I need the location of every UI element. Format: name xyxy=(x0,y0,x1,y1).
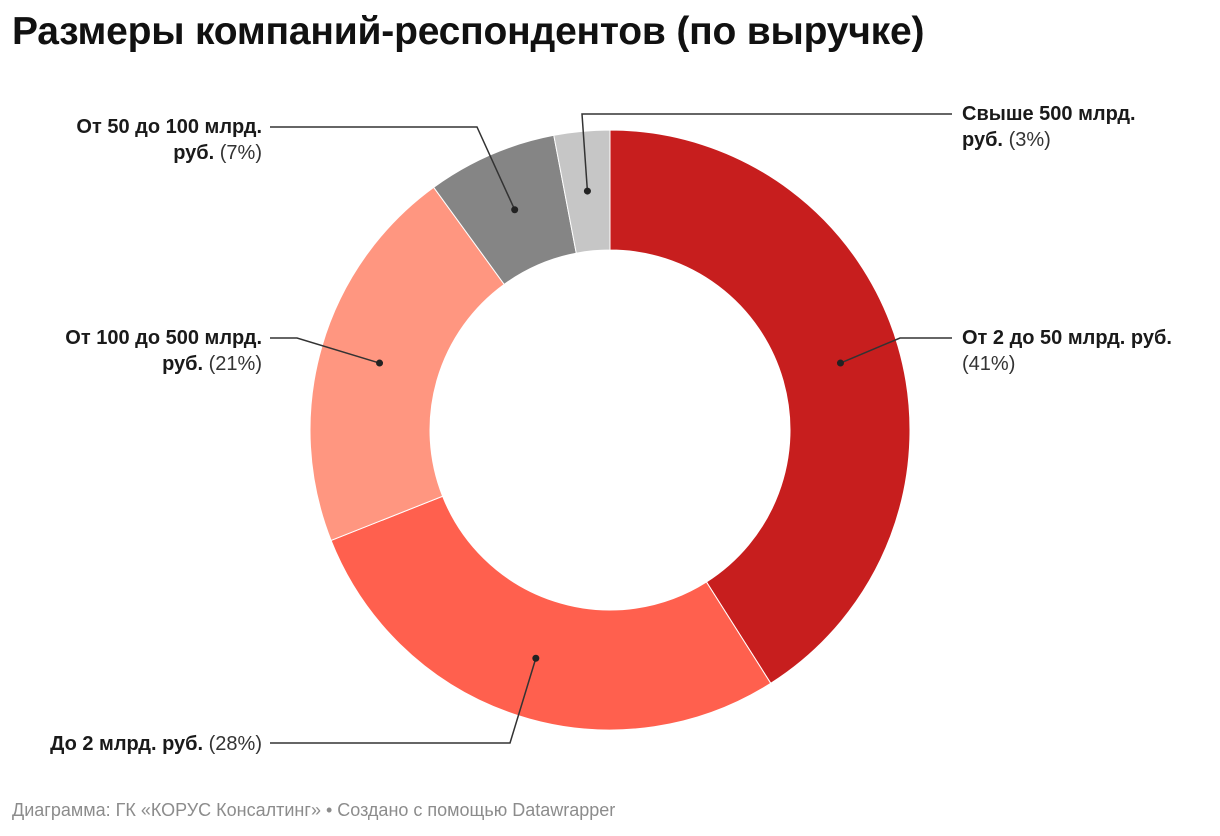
footer-source-prefix: Диаграмма: xyxy=(12,800,116,820)
slice-label-2-50-value: (41%) xyxy=(962,353,1016,375)
slice-label-2-50-name: От 2 до 50 млрд. руб. xyxy=(962,327,1172,349)
slice-label-100-500: От 100 до 500 млрд. руб. (21%) xyxy=(65,325,262,377)
footer-separator: • xyxy=(320,800,338,820)
slice-label-100-500-unit: руб. xyxy=(162,353,204,375)
slice-label-50-100-name: От 50 до 100 млрд. xyxy=(76,116,262,138)
slice-label-under-2-value: (28%) xyxy=(208,733,262,755)
slice-label-over-500-unit: руб. xyxy=(962,129,1003,151)
donut-slice-over-500[interactable] xyxy=(553,129,611,254)
donut-slice-under-2[interactable] xyxy=(330,495,772,731)
leader-line-over-500 xyxy=(581,113,952,192)
slice-label-50-100-unit: руб. xyxy=(173,142,215,164)
slice-label-100-500-value: (21%) xyxy=(208,353,262,375)
page-title: Размеры компаний-респондентов (по выручк… xyxy=(12,10,925,53)
slice-label-under-2-name: До 2 млрд. руб. xyxy=(50,733,204,755)
slice-label-50-100-value: (7%) xyxy=(219,142,262,164)
footer-source[interactable]: ГК «КОРУС Консалтинг» xyxy=(115,800,321,820)
slice-label-over-500-value: (3%) xyxy=(1008,129,1051,151)
leader-dot-2-50 xyxy=(836,359,844,367)
leader-dot-under-2 xyxy=(532,654,540,662)
slice-label-over-500-name: Свыше 500 млрд. xyxy=(962,103,1136,125)
slice-label-100-500-name: От 100 до 500 млрд. xyxy=(65,327,262,349)
donut-slice-100-500[interactable] xyxy=(309,186,505,542)
leader-dot-over-500 xyxy=(583,187,591,195)
chart-footer: Диаграмма: ГК «КОРУС Консалтинг» • Созда… xyxy=(12,800,615,821)
leader-line-100-500 xyxy=(270,337,380,364)
slice-label-under-2: До 2 млрд. руб. (28%) xyxy=(50,731,262,757)
leader-dot-50-100 xyxy=(511,206,519,214)
donut-slice-2-50[interactable] xyxy=(609,129,911,684)
leader-dot-100-500 xyxy=(376,359,384,367)
footer-credit[interactable]: Создано с помощью Datawrapper xyxy=(337,800,616,820)
slice-label-over-500: Свыше 500 млрд. руб. (3%) xyxy=(962,101,1136,153)
leader-line-50-100 xyxy=(270,126,516,211)
slice-label-50-100: От 50 до 100 млрд. руб. (7%) xyxy=(76,114,262,166)
leader-line-2-50 xyxy=(840,337,952,364)
slice-label-2-50: От 2 до 50 млрд. руб. (41%) xyxy=(962,325,1172,377)
leader-line-under-2 xyxy=(270,658,537,744)
